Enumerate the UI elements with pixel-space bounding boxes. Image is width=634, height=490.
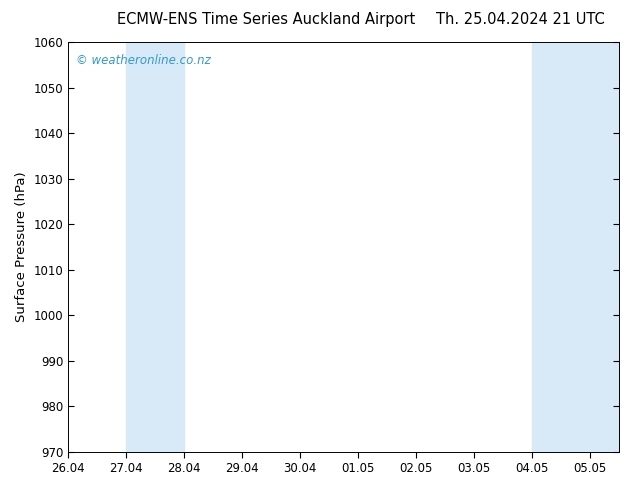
- Bar: [532, 42, 619, 452]
- Text: © weatheronline.co.nz: © weatheronline.co.nz: [77, 54, 211, 67]
- Bar: [126, 42, 184, 452]
- Text: Th. 25.04.2024 21 UTC: Th. 25.04.2024 21 UTC: [436, 12, 604, 27]
- Text: ECMW-ENS Time Series Auckland Airport: ECMW-ENS Time Series Auckland Airport: [117, 12, 415, 27]
- Y-axis label: Surface Pressure (hPa): Surface Pressure (hPa): [15, 172, 28, 322]
